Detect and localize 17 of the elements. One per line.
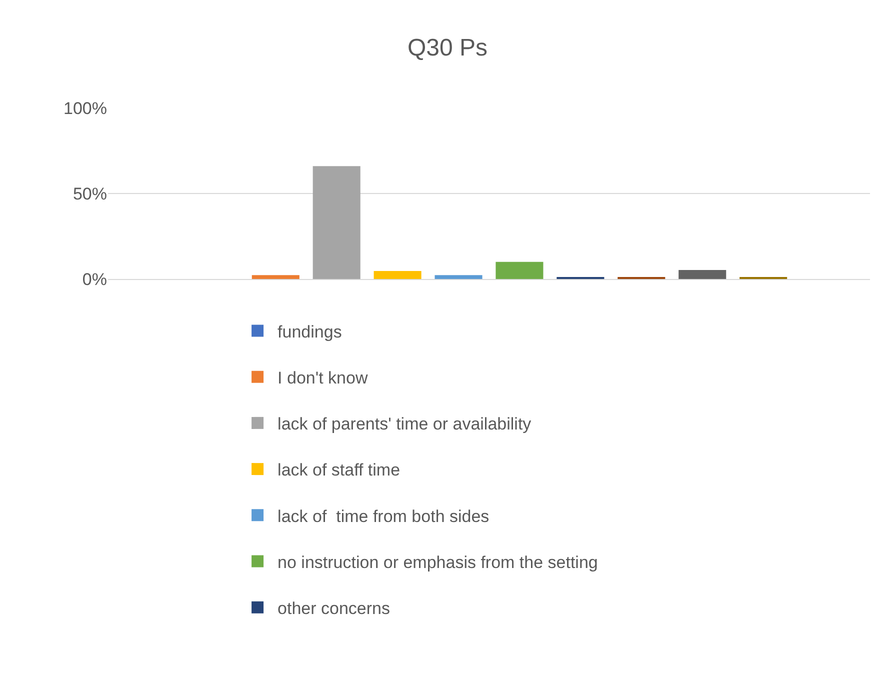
y-tick-label: 100% (64, 98, 107, 118)
legend-label: no instruction or emphasis from the setting (278, 552, 598, 572)
bar (252, 275, 300, 279)
bar (374, 270, 422, 279)
legend-label: I don't know (278, 368, 368, 388)
y-tick-label: 50% (72, 184, 107, 204)
legend-label: lack of parents' time or availability (278, 414, 532, 434)
legend-label: other concerns (278, 598, 390, 618)
bar (434, 275, 482, 279)
legend-label: lack of staff time (278, 460, 400, 480)
bar (312, 166, 360, 279)
legend-label: lack of time from both sides (278, 506, 490, 526)
bar (678, 270, 726, 279)
legend-label: fundings (278, 322, 342, 342)
y-tick-label: 0% (82, 270, 107, 289)
bar (496, 262, 544, 279)
chart-title: Q30 Ps (407, 34, 488, 62)
